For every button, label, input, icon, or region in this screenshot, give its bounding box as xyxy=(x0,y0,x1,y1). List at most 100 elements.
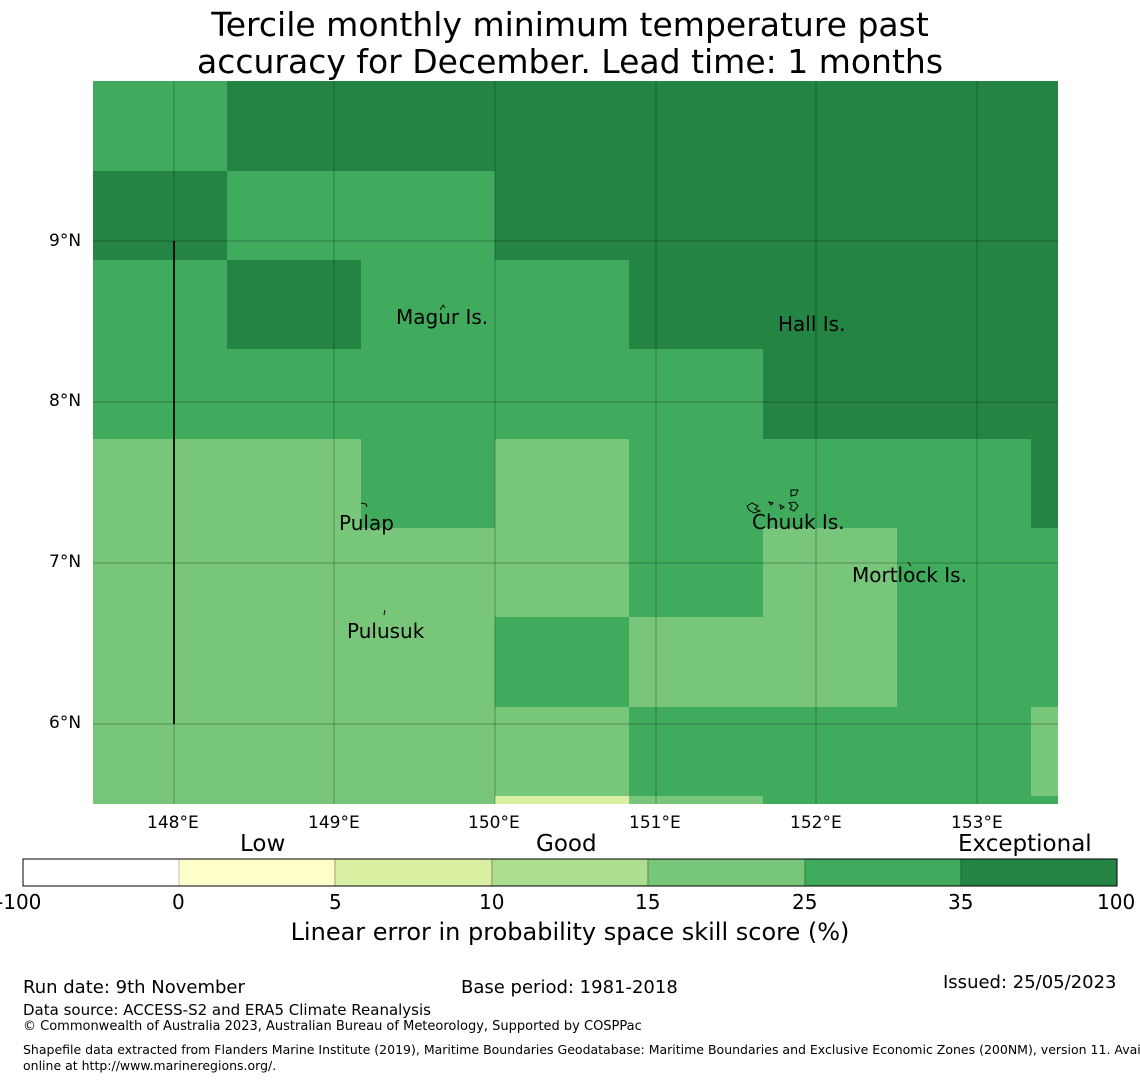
colorbar-segment xyxy=(804,858,962,887)
skill-cell xyxy=(227,796,361,804)
colorbar-frame xyxy=(22,858,1118,887)
data-source: Data source: ACCESS-S2 and ERA5 Climate … xyxy=(23,1001,431,1019)
skill-cell xyxy=(93,796,227,804)
chuuk-island-shape-2 xyxy=(767,501,774,506)
skill-cell xyxy=(897,528,1031,617)
title-line-1: Tercile monthly minimum temperature past xyxy=(211,5,929,44)
pulap-island-shape xyxy=(360,502,368,508)
skill-cell xyxy=(897,349,1031,439)
skill-cell xyxy=(361,260,495,349)
skill-cell xyxy=(629,439,763,528)
skill-cell xyxy=(763,528,897,617)
skill-cell xyxy=(93,617,227,707)
skill-cell xyxy=(227,260,361,349)
base-period: Base period: 1981-2018 xyxy=(461,977,678,998)
skill-cell xyxy=(1031,349,1058,439)
chuuk-island-shape-5 xyxy=(787,501,799,512)
colorbar-segment xyxy=(334,858,493,887)
skill-cell xyxy=(495,796,629,804)
skill-cell xyxy=(93,349,227,439)
skill-cell xyxy=(361,81,495,171)
skill-cell xyxy=(897,81,1031,171)
skill-grid xyxy=(93,81,1058,804)
skill-cell xyxy=(495,171,629,260)
skill-cell xyxy=(1031,81,1058,171)
skill-cell xyxy=(629,81,763,171)
colorbar-segment xyxy=(23,859,179,886)
skill-cell xyxy=(763,707,897,796)
lat-label-7n: 7°N xyxy=(49,552,82,572)
lat-label-8n: 8°N xyxy=(49,391,82,411)
skill-cell xyxy=(495,528,629,617)
pulusuk-island-shape xyxy=(383,609,386,616)
issued-date: Issued: 25/05/2023 xyxy=(943,972,1117,993)
skill-cell xyxy=(1031,617,1058,707)
skill-cell xyxy=(495,617,629,707)
skill-cell xyxy=(93,528,227,617)
skill-cell xyxy=(629,617,763,707)
colorbar-segment xyxy=(647,858,806,887)
shapefile-credit: Shapefile data extracted from Flanders M… xyxy=(23,1042,1140,1074)
cb-tick-minus100: -100 xyxy=(0,890,42,914)
skill-cell xyxy=(93,707,227,796)
skill-cell xyxy=(897,796,1031,804)
skill-cell xyxy=(361,617,495,707)
cb-tick-25: 25 xyxy=(792,890,818,914)
cb-tick-5: 5 xyxy=(329,890,342,914)
colorbar xyxy=(22,858,1118,887)
place-label-magur: Magur Is. xyxy=(396,305,489,329)
skill-cell xyxy=(897,617,1031,707)
skill-cell xyxy=(763,617,897,707)
cb-tick-0: 0 xyxy=(172,890,185,914)
skill-cell xyxy=(361,171,495,260)
skill-cell xyxy=(1031,260,1058,349)
lat-label-9n: 9°N xyxy=(49,231,82,251)
skill-cell xyxy=(897,260,1031,349)
skill-cell xyxy=(629,528,763,617)
skill-cell xyxy=(227,171,361,260)
skill-cell xyxy=(763,81,897,171)
lon-label-148e: 148°E xyxy=(147,813,199,833)
place-label-pulusuk: Pulusuk xyxy=(347,619,425,643)
skill-cell xyxy=(629,796,763,804)
category-exceptional: Exceptional xyxy=(958,831,1092,857)
chuuk-island-shape-1 xyxy=(746,502,762,514)
skill-cell xyxy=(763,439,897,528)
skill-cell xyxy=(227,81,361,171)
magur-island-shape xyxy=(439,304,446,311)
mortlock-island-shape xyxy=(907,561,912,567)
skill-cell xyxy=(227,439,361,528)
skill-cell xyxy=(495,707,629,796)
place-label-hall: Hall Is. xyxy=(778,312,846,336)
cb-tick-35: 35 xyxy=(948,890,974,914)
skill-cell xyxy=(1031,439,1058,528)
chuuk-island-shape-4 xyxy=(790,489,799,497)
skill-cell xyxy=(93,439,227,528)
lon-label-153e: 153°E xyxy=(951,813,1003,833)
chuuk-island-shape-3 xyxy=(779,504,785,510)
place-label-chuuk: Chuuk Is. xyxy=(752,510,845,534)
skill-cell xyxy=(763,260,897,349)
lon-label-150e: 150°E xyxy=(468,813,520,833)
skill-cell xyxy=(763,796,897,804)
skill-cell xyxy=(361,439,495,528)
shapefile-credit-line-1: Shapefile data extracted from Flanders M… xyxy=(23,1042,1140,1057)
skill-cell xyxy=(361,349,495,439)
skill-cell xyxy=(227,349,361,439)
skill-cell xyxy=(495,349,629,439)
skill-cell xyxy=(629,707,763,796)
skill-cell xyxy=(93,260,227,349)
skill-cell xyxy=(495,81,629,171)
skill-cell xyxy=(1031,171,1058,260)
graticule xyxy=(93,81,1058,804)
colorbar-segment xyxy=(178,858,336,887)
skill-cell xyxy=(1031,796,1058,804)
skill-cell xyxy=(361,796,495,804)
colorbar-segment xyxy=(960,858,1118,887)
skill-cell xyxy=(495,260,629,349)
category-low: Low xyxy=(240,831,286,857)
skill-cell xyxy=(629,349,763,439)
shapefile-credit-line-2: online at http://www.marineregions.org/. xyxy=(23,1058,277,1073)
skill-cell xyxy=(361,707,495,796)
